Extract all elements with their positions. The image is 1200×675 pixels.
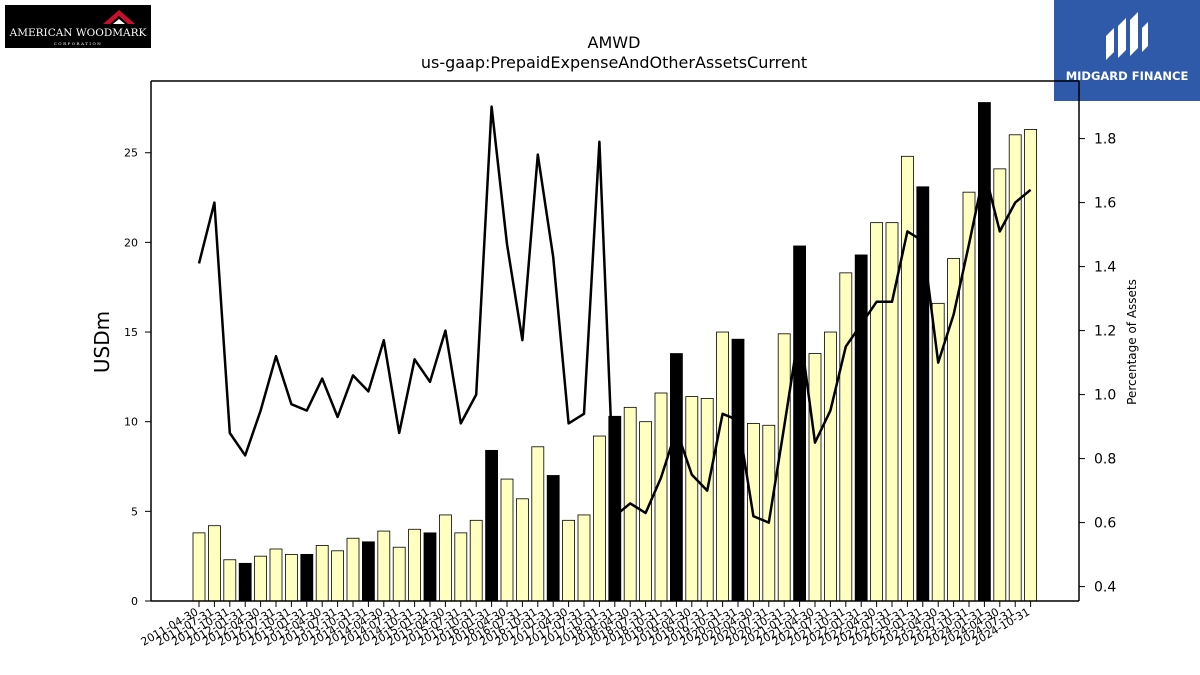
bar <box>546 475 560 602</box>
bar <box>901 155 914 602</box>
roof-logo-icon <box>103 10 135 24</box>
american-woodmark-logo: AMERICAN WOODMARK CORPORATION <box>5 5 151 48</box>
y2-tick-label: 1.2 <box>1094 324 1116 340</box>
y2-tick-label: 0.8 <box>1094 452 1116 468</box>
bar <box>793 245 806 602</box>
bar <box>777 333 791 602</box>
bar <box>254 555 268 602</box>
midgard-mark-icon <box>1106 12 1148 60</box>
y2-axis-label: Percentage of Assets <box>1125 279 1139 405</box>
bar <box>300 553 314 602</box>
bar <box>269 548 283 602</box>
y2-tick-label: 1.8 <box>1094 132 1116 148</box>
bar <box>438 514 452 602</box>
y2-tick-label: 1.0 <box>1094 388 1116 404</box>
bar <box>500 478 514 602</box>
bar <box>192 532 206 602</box>
bar <box>361 541 375 602</box>
y-tick-label: 15 <box>124 326 138 339</box>
axes-group: 05101520250.40.60.81.01.21.41.61.82011-0… <box>124 80 1116 649</box>
y2-tick-label: 1.4 <box>1094 260 1116 276</box>
y-tick-label: 20 <box>124 236 138 249</box>
bar <box>731 338 745 602</box>
logo-brand-name: MIDGARD FINANCE <box>1065 69 1189 83</box>
bar <box>315 545 329 602</box>
bar <box>207 525 221 602</box>
bar <box>1024 129 1037 602</box>
bar <box>531 446 545 602</box>
bar <box>562 519 575 602</box>
bar <box>593 435 606 602</box>
bar <box>454 532 468 602</box>
bar <box>993 168 1007 602</box>
bar <box>516 498 529 602</box>
bar <box>577 514 591 602</box>
logo-company-subtext: CORPORATION <box>53 41 103 46</box>
bar <box>824 331 837 602</box>
bar <box>284 553 298 602</box>
y2-tick-label: 1.6 <box>1094 196 1116 212</box>
series-line <box>197 105 1032 524</box>
bar <box>423 532 437 602</box>
bar <box>700 397 714 602</box>
bar <box>762 424 776 602</box>
bar <box>670 353 683 602</box>
bar <box>469 519 483 602</box>
bar <box>485 449 499 602</box>
bar <box>839 272 853 602</box>
bar <box>716 331 729 602</box>
bar <box>808 353 822 602</box>
bar <box>870 222 883 602</box>
y2-tick-label: 0.6 <box>1094 516 1116 532</box>
logo-company-name: AMERICAN WOODMARK <box>9 27 147 39</box>
y-axis-label: USDm <box>90 311 114 373</box>
y-tick-label: 25 <box>124 147 138 160</box>
bar <box>377 530 391 602</box>
bar-group <box>192 102 1037 602</box>
bar <box>238 562 252 602</box>
midgard-finance-logo: MIDGARD FINANCE <box>1054 0 1200 101</box>
bar <box>654 392 668 602</box>
chart-title: AMWD <box>588 33 641 52</box>
bar <box>331 550 345 602</box>
bar <box>223 559 237 602</box>
bar <box>854 254 868 602</box>
chart-subtitle: us-gaap:PrepaidExpenseAndOtherAssetsCurr… <box>421 53 807 72</box>
bar <box>962 191 976 602</box>
y-tick-label: 0 <box>131 595 138 608</box>
bar <box>346 537 360 602</box>
line-group <box>197 105 1032 524</box>
y-tick-label: 5 <box>131 505 138 518</box>
bar <box>685 396 699 602</box>
bar <box>408 528 422 602</box>
bar <box>978 102 991 602</box>
y2-tick-label: 0.4 <box>1094 580 1116 596</box>
bar <box>392 546 406 602</box>
y-tick-label: 10 <box>124 416 138 429</box>
